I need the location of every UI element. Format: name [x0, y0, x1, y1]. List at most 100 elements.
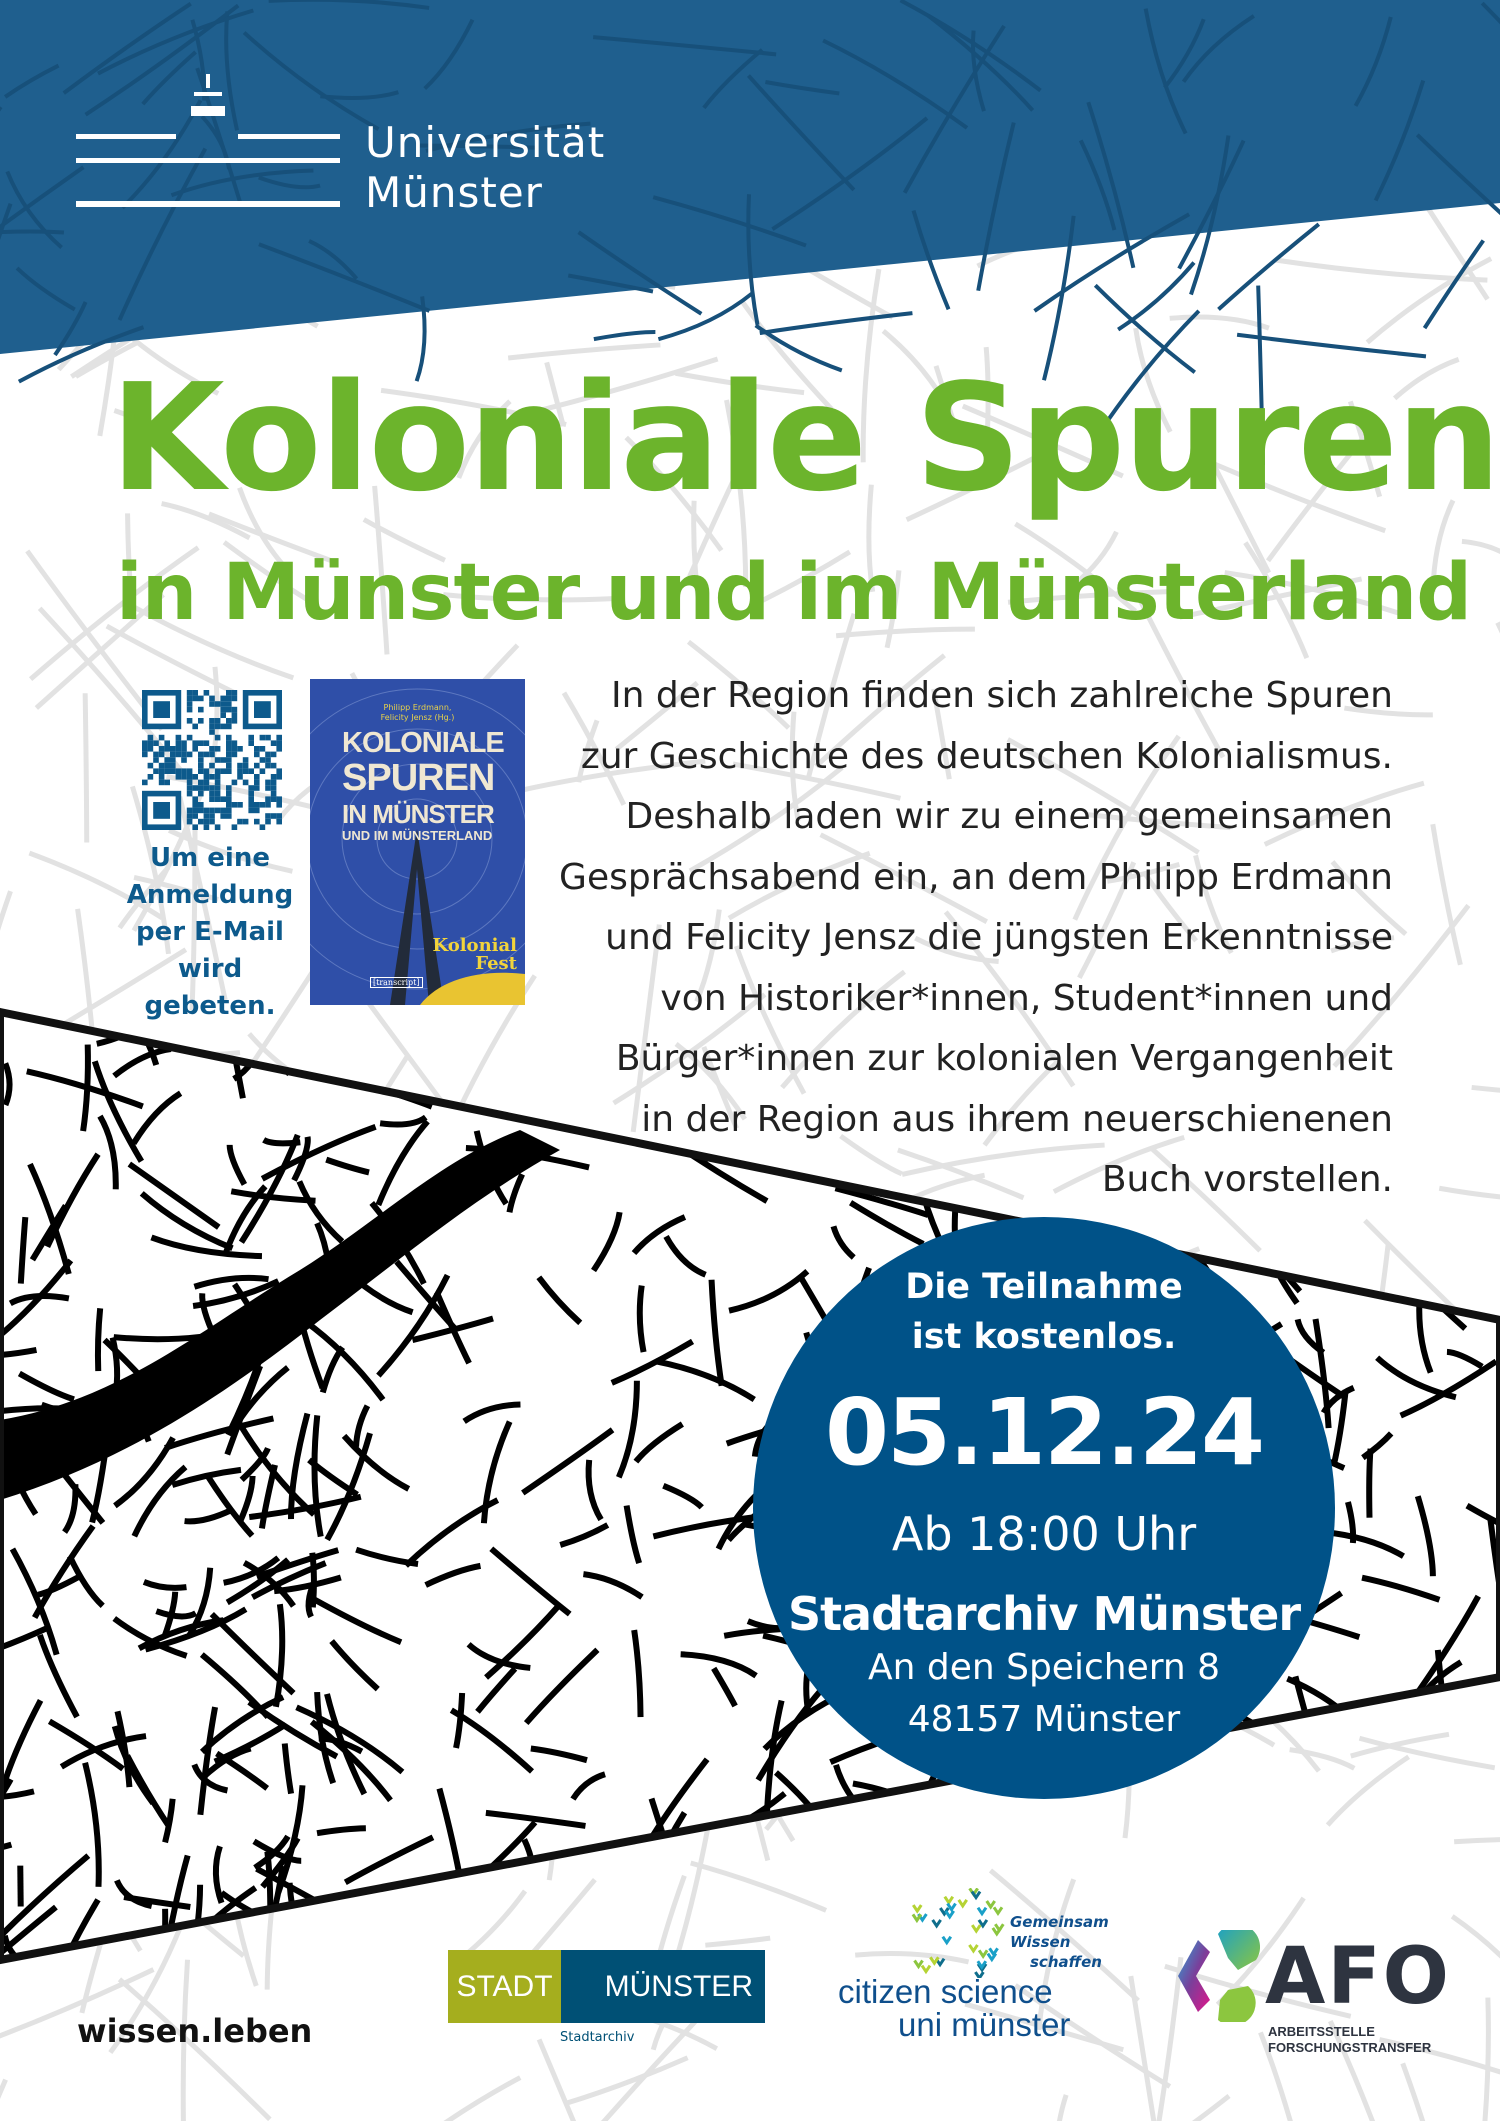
map-road: [238, 1133, 301, 1244]
map-road: [82, 1762, 102, 1887]
map-road: [150, 1234, 263, 1260]
map-road: [624, 435, 724, 552]
map-road: [1077, 861, 1137, 979]
map-road: [222, 1184, 268, 1256]
map-road: [1172, 1840, 1186, 1913]
map-road: [1096, 309, 1201, 437]
map-road: [983, 346, 991, 449]
map-road: [47, 1718, 125, 1772]
map-road: [630, 924, 662, 1133]
map-road: [171, 1466, 242, 1488]
map-road: [506, 1172, 525, 1213]
map-road: [109, 1336, 121, 1398]
map-road: [394, 1259, 458, 1331]
map-road: [403, 1497, 500, 1568]
map-road: [117, 1977, 272, 2121]
map-road: [0, 1967, 155, 2039]
map-road: [1256, 285, 1265, 466]
map-road: [1422, 202, 1490, 301]
map-road: [475, 1666, 518, 1714]
map-road: [117, 147, 208, 321]
description-line: zur Geschichte des deutschen Kolonialism…: [580, 735, 1393, 777]
map-road: [414, 296, 427, 382]
map-road: [1414, 1495, 1436, 1577]
map-road: [308, 239, 359, 280]
map-road: [1056, 2094, 1069, 2121]
map-road: [1148, 1145, 1262, 1253]
map-road: [1342, 1792, 1409, 1890]
map-road: [687, 477, 737, 578]
map-road: [1174, 1857, 1216, 1875]
map-road: [961, 403, 1124, 479]
description-line: und Felicity Jensz die jüngsten Erkenntn…: [605, 917, 1393, 958]
map-road: [561, 691, 627, 806]
map-road: [911, 209, 951, 311]
map-road: [1193, 854, 1234, 955]
map-road: [914, 935, 999, 965]
map-road: [964, 2001, 1124, 2053]
map-road: [1014, 521, 1138, 614]
map-road: [727, 850, 871, 921]
map-road: [316, 1825, 366, 1837]
map-road: [123, 1894, 191, 1910]
map-road: [4, 1451, 39, 1516]
map-road: [674, 1041, 747, 1121]
map-road: [0, 1788, 35, 1801]
map-road: [237, 1475, 256, 1522]
map-road: [1198, 455, 1387, 534]
afo-logo: AFO: [1265, 1932, 1451, 2022]
map-road: [1073, 530, 1119, 586]
map-road: [1358, 1735, 1496, 1771]
map-road: [1312, 1318, 1332, 1429]
map-road: [130, 785, 171, 955]
map-road: [1289, 1747, 1356, 1771]
map-road: [281, 1743, 295, 1795]
afo-subtitle: ARBEITSSTELLE FORSCHUNGSTRANSFER: [1268, 2024, 1432, 2055]
map-road: [453, 1692, 466, 1749]
map-road: [337, 1912, 378, 1947]
map-road: [296, 1180, 345, 1244]
description-line: Gesprächsabend ein, an dem Philipp Erdma…: [559, 856, 1393, 898]
map-road: [1247, 1740, 1281, 1817]
map-road: [1361, 1574, 1441, 1603]
map-road: [866, 484, 876, 593]
map-road: [623, 1505, 642, 1565]
map-road: [252, 1838, 302, 1864]
description-line: Bürger*innen zur kolonialen Vergangenhei…: [615, 1038, 1393, 1079]
map-road: [341, 1433, 411, 1492]
map-road: [302, 1318, 386, 1402]
map-road: [480, 1420, 513, 1524]
map-road: [462, 1401, 521, 1424]
map-road: [1357, 1807, 1396, 1904]
map-road: [636, 1285, 647, 1353]
map-road: [733, 945, 807, 1095]
map-road: [1344, 705, 1433, 718]
map-road: [1422, 239, 1485, 330]
map-road: [27, 1162, 72, 1275]
map-road: [258, 1464, 278, 1529]
map-road: [131, 1090, 183, 1146]
map-road: [424, 1562, 482, 1588]
map-road: [567, 273, 654, 294]
map-road: [559, 1522, 610, 1548]
map-road: [113, 1436, 176, 1509]
map-road: [1378, 2037, 1500, 2075]
qr-code-icon[interactable]: [142, 690, 282, 830]
map-road: [344, 1268, 414, 1316]
map-road: [1345, 1501, 1357, 1544]
map-road: [1181, 14, 1255, 83]
map-road: [862, 1807, 885, 1919]
map-road: [1013, 1983, 1172, 2089]
map-road: [1263, 780, 1425, 847]
description-line: von Historiker*innen, Student*innen und: [660, 977, 1393, 1019]
map-road: [1017, 1796, 1025, 1899]
map-road: [369, 1201, 427, 1285]
map-road: [791, 1979, 811, 2077]
map-road: [237, 486, 293, 576]
map-road: [197, 1706, 219, 1816]
description-line: Buch vorstellen.: [1101, 1159, 1393, 1200]
map-road: [119, 1380, 152, 1443]
map-road: [702, 48, 764, 110]
map-road: [59, 1733, 147, 1770]
map-road: [28, 850, 164, 920]
